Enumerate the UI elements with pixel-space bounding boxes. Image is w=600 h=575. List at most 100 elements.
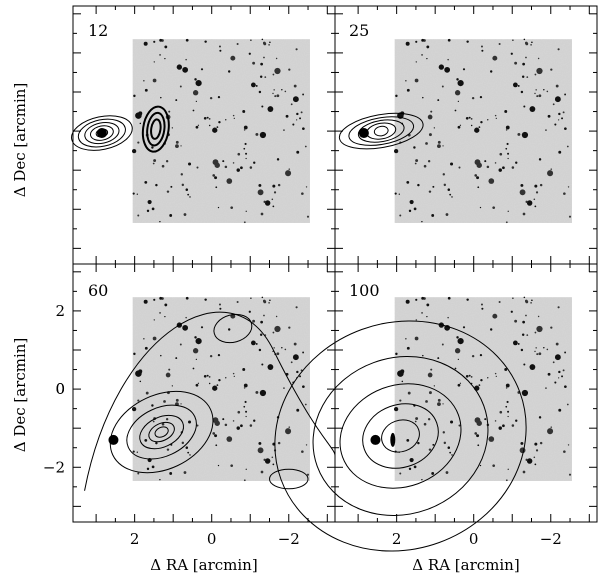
star	[216, 126, 219, 129]
star	[139, 122, 142, 125]
star	[498, 42, 501, 46]
star	[537, 57, 540, 60]
star	[545, 129, 547, 131]
star	[144, 88, 148, 92]
star	[152, 420, 155, 423]
star	[272, 205, 275, 208]
star	[447, 296, 451, 300]
star	[296, 408, 300, 412]
star	[442, 145, 444, 147]
star	[290, 103, 293, 106]
star	[153, 40, 156, 43]
star	[406, 439, 410, 442]
star	[136, 193, 138, 195]
star	[421, 54, 423, 56]
star	[394, 148, 399, 154]
star	[431, 472, 435, 475]
source-marker	[96, 128, 107, 139]
panel-label-60: 60	[88, 281, 108, 300]
star	[299, 117, 302, 120]
star	[146, 209, 150, 213]
image-noise	[132, 39, 310, 223]
star	[159, 220, 161, 223]
star	[506, 400, 509, 404]
star	[523, 296, 526, 299]
contours-25	[338, 112, 424, 150]
star	[437, 357, 440, 360]
star	[466, 40, 469, 43]
star	[489, 328, 493, 331]
star	[478, 384, 481, 387]
star	[237, 152, 241, 156]
star	[182, 324, 189, 331]
star	[421, 312, 423, 314]
star	[302, 351, 305, 354]
star	[563, 192, 566, 195]
star	[285, 170, 292, 177]
star	[510, 310, 513, 313]
star	[427, 418, 431, 421]
star	[159, 54, 161, 56]
star	[454, 109, 457, 112]
star	[236, 300, 239, 304]
star	[557, 377, 560, 379]
star	[405, 41, 410, 46]
star	[272, 331, 275, 334]
contour-level	[89, 125, 114, 141]
star	[166, 448, 170, 451]
star	[263, 314, 265, 317]
star	[155, 183, 158, 187]
star	[232, 114, 235, 117]
star	[232, 420, 235, 422]
star	[301, 450, 304, 453]
star	[476, 434, 480, 438]
star	[261, 105, 264, 108]
star	[437, 99, 440, 102]
star	[216, 384, 219, 387]
star	[195, 338, 202, 345]
star	[230, 55, 236, 61]
star	[525, 314, 527, 317]
star	[273, 347, 275, 349]
star	[519, 189, 526, 196]
x-axis-title-left: Δ RA [arcmin]	[150, 556, 257, 574]
star	[526, 200, 533, 206]
star	[417, 441, 420, 445]
star	[414, 162, 417, 165]
star	[437, 398, 441, 402]
star	[547, 114, 551, 118]
star	[304, 403, 307, 406]
star	[442, 173, 445, 176]
star	[208, 375, 211, 378]
star	[522, 212, 526, 216]
x-tick-label: −2	[278, 530, 300, 548]
star	[502, 166, 505, 170]
star	[530, 44, 532, 46]
star	[457, 100, 459, 103]
star	[295, 306, 298, 309]
contour-level	[84, 311, 336, 491]
panel-frame-100	[334, 263, 598, 523]
star	[457, 358, 459, 361]
star	[504, 368, 508, 371]
star	[276, 94, 280, 98]
star	[480, 121, 483, 124]
star	[255, 132, 259, 136]
star	[474, 174, 478, 177]
star	[414, 78, 419, 83]
star	[534, 463, 537, 466]
star	[536, 67, 543, 75]
star	[264, 76, 267, 78]
star	[498, 426, 502, 430]
x-tick-label: 0	[469, 530, 479, 548]
star	[524, 299, 528, 303]
star	[232, 372, 235, 375]
star	[415, 61, 418, 63]
star	[203, 116, 207, 120]
star	[510, 52, 513, 55]
star	[259, 75, 263, 78]
star	[305, 186, 308, 188]
star	[568, 215, 572, 218]
star	[255, 342, 258, 345]
star	[262, 41, 266, 45]
